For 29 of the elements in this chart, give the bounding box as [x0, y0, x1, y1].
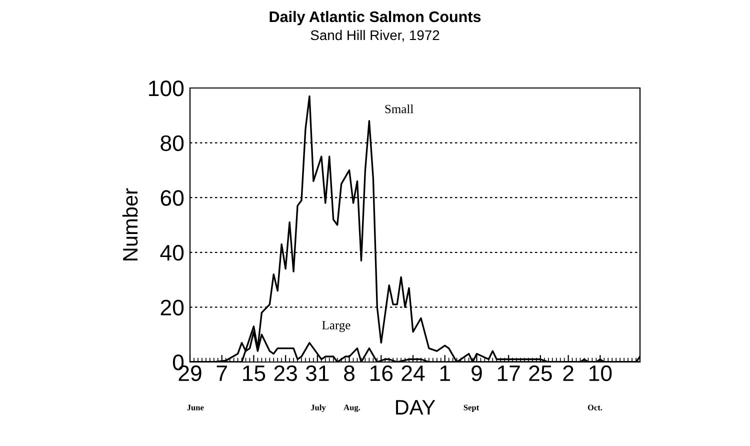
- text: June: [187, 404, 204, 410]
- chart-subtitle: Sand Hill River, 1972: [310, 30, 440, 42]
- y-tick-label: 20: [160, 300, 184, 316]
- x-tick-label: 17: [498, 366, 520, 381]
- x-tick-label: 15: [243, 366, 266, 382]
- y-tick-label: 100: [149, 80, 184, 96]
- series-label: Small: [385, 104, 414, 114]
- x-tick-label: 31: [306, 365, 329, 382]
- x-tick-label: 10: [590, 365, 612, 382]
- text: Aug.: [344, 404, 360, 412]
- text: July: [310, 404, 326, 412]
- chart-title: Daily Atlantic Salmon Counts: [270, 10, 481, 26]
- y-tick-label: 40: [160, 244, 184, 261]
- x-tick-label: 23: [274, 365, 297, 382]
- x-tick-label: 7: [216, 366, 227, 381]
- x-tick-label: 9: [472, 365, 482, 382]
- x-tick-label: 1: [440, 366, 450, 381]
- x-tick-label: 24: [402, 365, 425, 381]
- y-axis-title: Number: [122, 188, 138, 260]
- text: Sept: [464, 404, 480, 412]
- x-tick-label: 25: [529, 365, 552, 382]
- series-label: Large: [322, 321, 350, 332]
- x-tick-label: 2: [563, 365, 574, 381]
- y-tick-label: 60: [160, 190, 184, 206]
- text: Oct.: [588, 404, 602, 410]
- y-tick-label: 80: [160, 135, 184, 152]
- x-axis-title: DAY: [396, 400, 436, 414]
- x-tick-label: 16: [370, 365, 393, 382]
- x-tick-label: 8: [344, 365, 355, 382]
